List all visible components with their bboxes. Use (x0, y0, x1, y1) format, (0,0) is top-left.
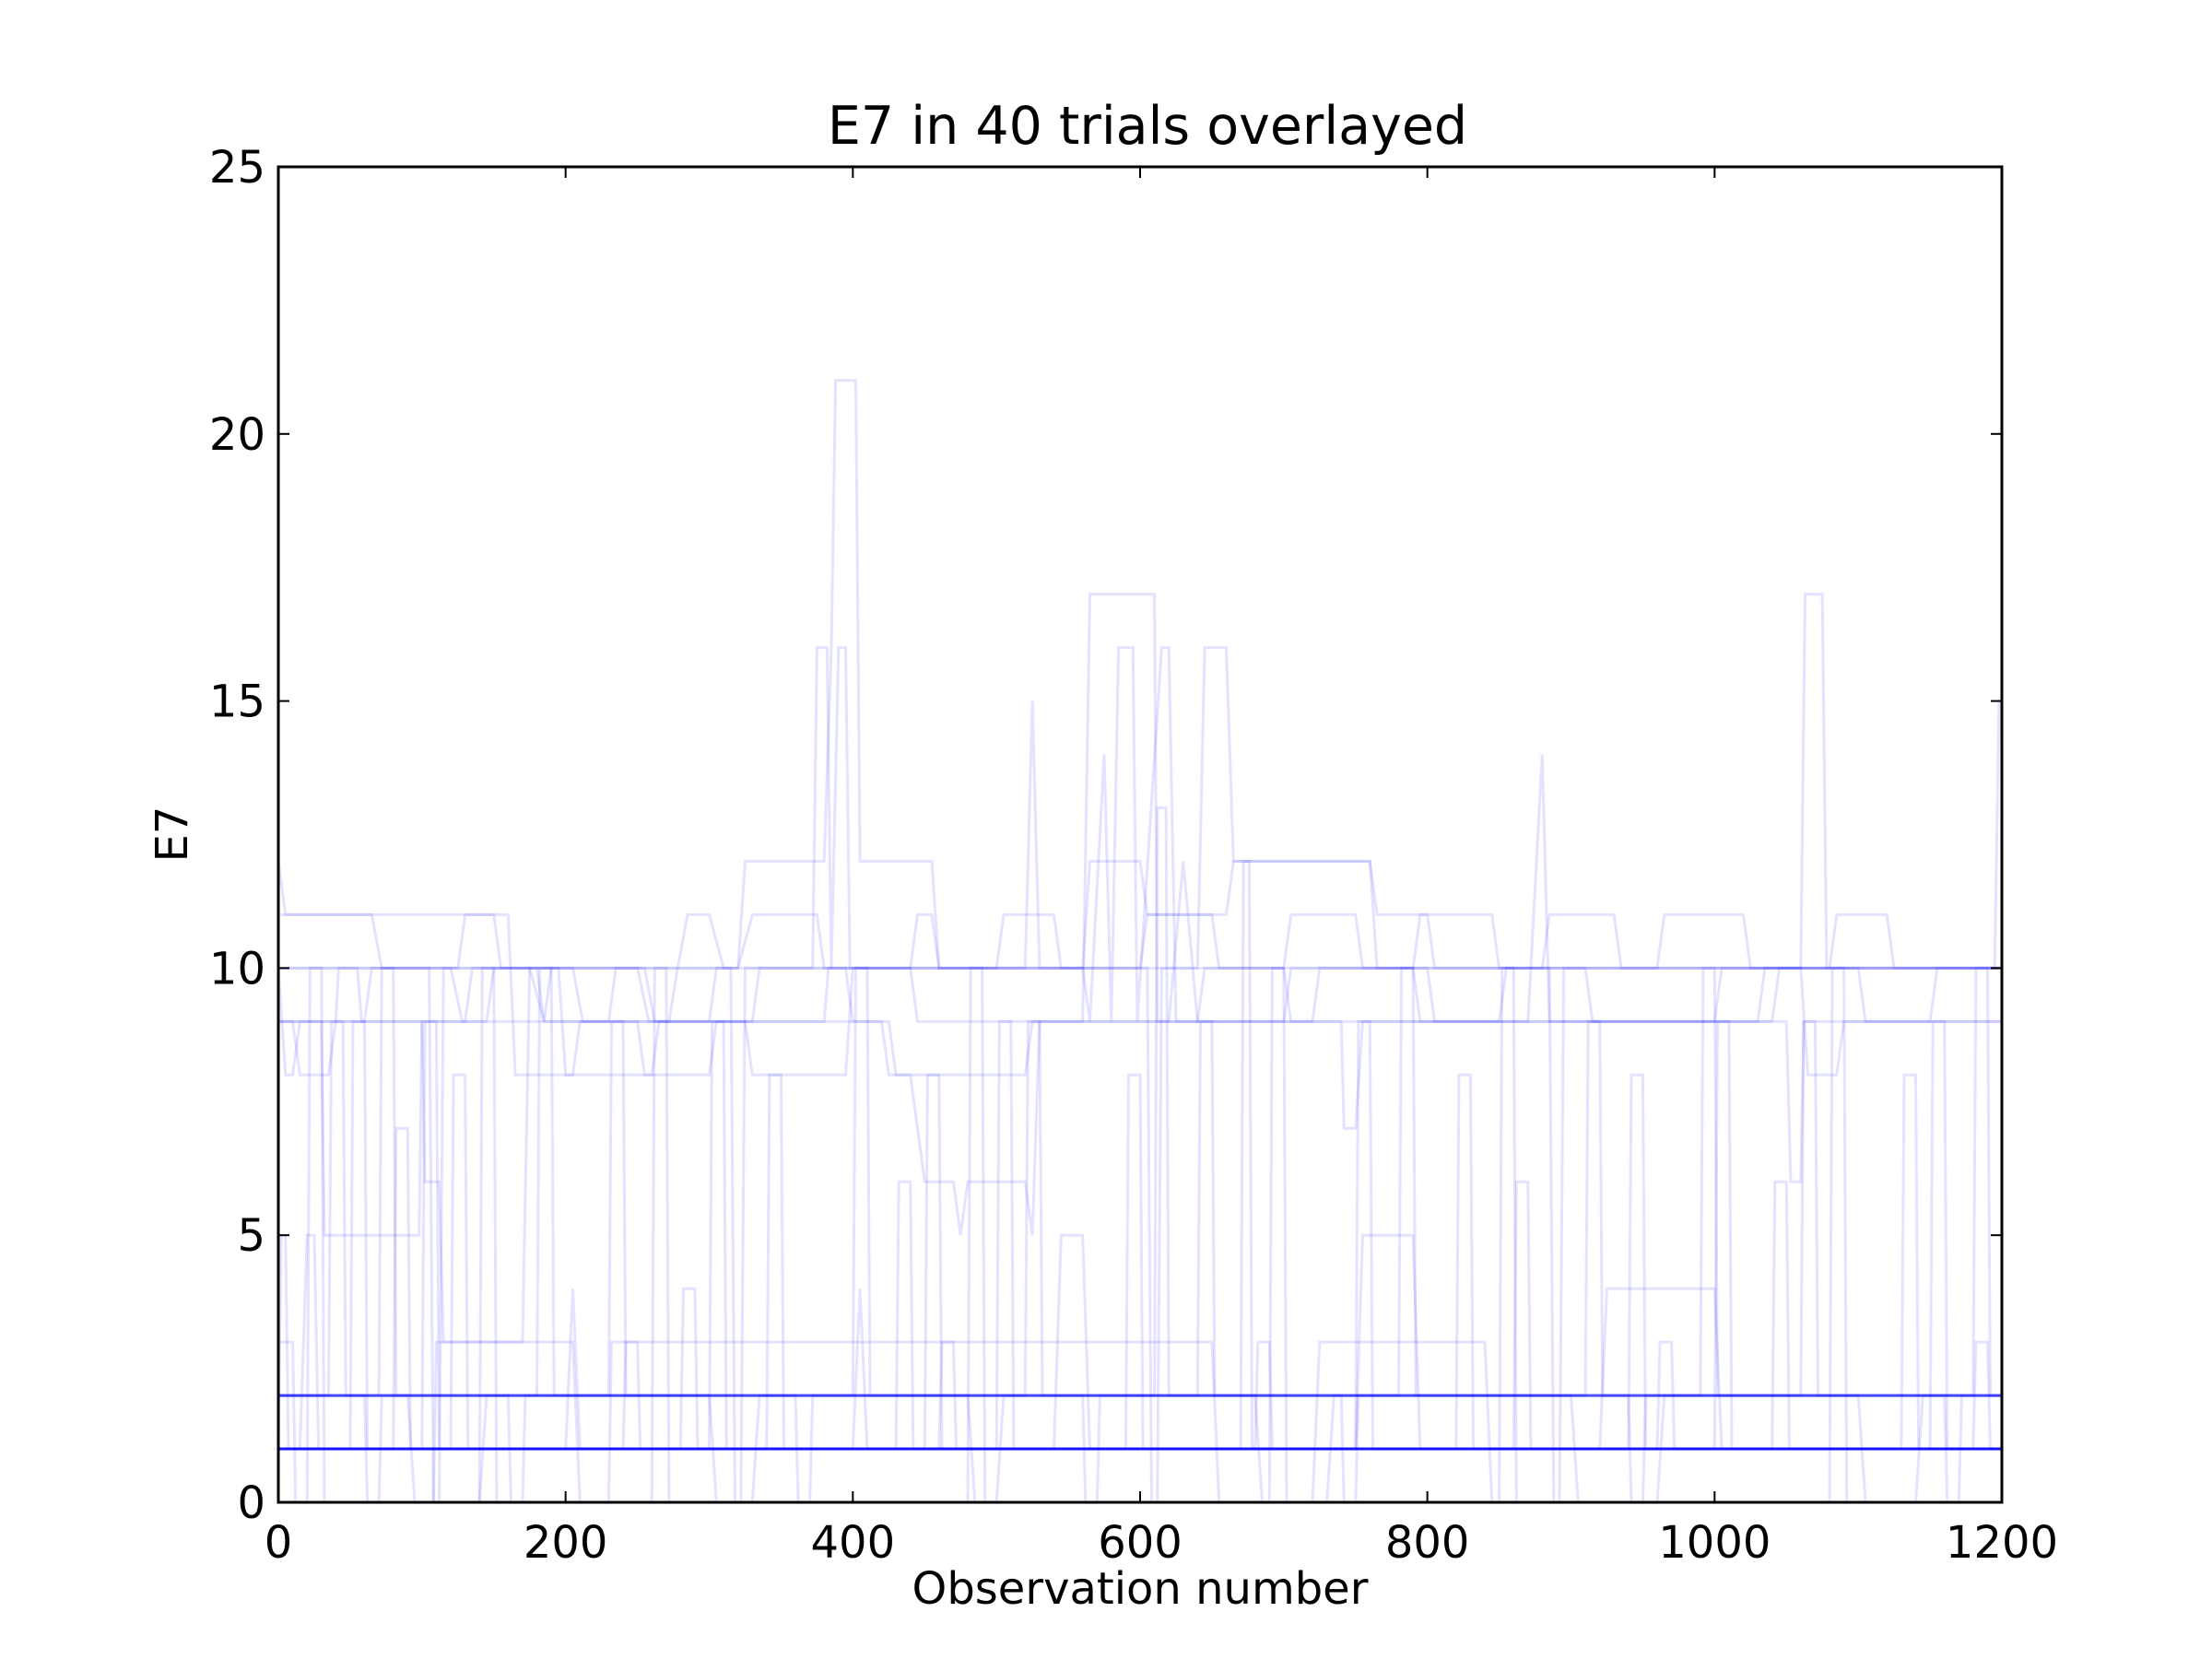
y-tick-label-0: 0 (237, 1477, 265, 1529)
y-tick-label-10: 10 (209, 943, 265, 994)
trial-trace-7 (278, 1233, 2002, 1451)
x-tick-label-0: 0 (265, 1517, 293, 1569)
y-tick-label-20: 20 (209, 409, 265, 461)
trial-trace-10 (278, 646, 2002, 1183)
y-tick-label-25: 25 (209, 142, 265, 194)
prominent-levels (278, 1394, 2002, 1451)
y-axis-label: E7 (147, 806, 198, 863)
x-tick-label-800: 800 (1385, 1517, 1470, 1569)
x-tick-label-1000: 1000 (1658, 1517, 1771, 1569)
x-tick-label-400: 400 (811, 1517, 896, 1569)
trial-trace-6 (278, 861, 2002, 1077)
x-tick-label-200: 200 (524, 1517, 608, 1569)
trial-trace-2 (278, 379, 2002, 1077)
y-tick-label-15: 15 (209, 677, 265, 728)
x-tick-label-600: 600 (1098, 1517, 1182, 1569)
chart-title: E7 in 40 trials overlayed (828, 96, 1467, 157)
axis-ticks: 0 200 400 600 800 1000 1200 0 5 10 15 20 25 (209, 142, 2058, 1569)
trial-trace-1 (276, 861, 2002, 1023)
x-tick-label-1200: 1200 (1946, 1517, 2058, 1569)
trial-trace-5 (278, 1340, 2002, 1504)
y-tick-label-5: 5 (237, 1210, 265, 1262)
trial-trace-3 (276, 966, 2002, 1344)
x-axis-label: Observation number (912, 1563, 1369, 1615)
trial-trace-18 (278, 700, 2002, 1504)
trial-trace-8 (278, 593, 2002, 1077)
trial-trace-4 (278, 593, 2002, 1237)
